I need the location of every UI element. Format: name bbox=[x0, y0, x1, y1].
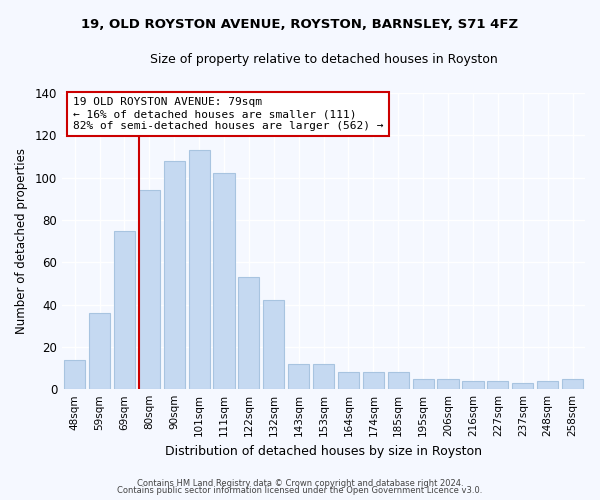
Text: 19 OLD ROYSTON AVENUE: 79sqm
← 16% of detached houses are smaller (111)
82% of s: 19 OLD ROYSTON AVENUE: 79sqm ← 16% of de… bbox=[73, 98, 383, 130]
Bar bbox=[164, 160, 185, 389]
Bar bbox=[363, 372, 384, 389]
Title: Size of property relative to detached houses in Royston: Size of property relative to detached ho… bbox=[150, 52, 497, 66]
Bar bbox=[263, 300, 284, 389]
Bar bbox=[188, 150, 209, 389]
Bar bbox=[288, 364, 309, 389]
Text: 19, OLD ROYSTON AVENUE, ROYSTON, BARNSLEY, S71 4FZ: 19, OLD ROYSTON AVENUE, ROYSTON, BARNSLE… bbox=[82, 18, 518, 30]
Bar bbox=[238, 277, 259, 389]
Bar bbox=[463, 380, 484, 389]
Bar bbox=[64, 360, 85, 389]
Bar bbox=[562, 378, 583, 389]
Bar bbox=[313, 364, 334, 389]
Text: Contains HM Land Registry data © Crown copyright and database right 2024.: Contains HM Land Registry data © Crown c… bbox=[137, 478, 463, 488]
Bar bbox=[413, 378, 434, 389]
Bar bbox=[338, 372, 359, 389]
Text: Contains public sector information licensed under the Open Government Licence v3: Contains public sector information licen… bbox=[118, 486, 482, 495]
Bar bbox=[114, 230, 135, 389]
Bar bbox=[512, 383, 533, 389]
Bar bbox=[214, 174, 235, 389]
Bar bbox=[388, 372, 409, 389]
X-axis label: Distribution of detached houses by size in Royston: Distribution of detached houses by size … bbox=[165, 444, 482, 458]
Y-axis label: Number of detached properties: Number of detached properties bbox=[15, 148, 28, 334]
Bar bbox=[487, 380, 508, 389]
Bar bbox=[437, 378, 458, 389]
Bar bbox=[537, 380, 558, 389]
Bar bbox=[89, 313, 110, 389]
Bar bbox=[139, 190, 160, 389]
